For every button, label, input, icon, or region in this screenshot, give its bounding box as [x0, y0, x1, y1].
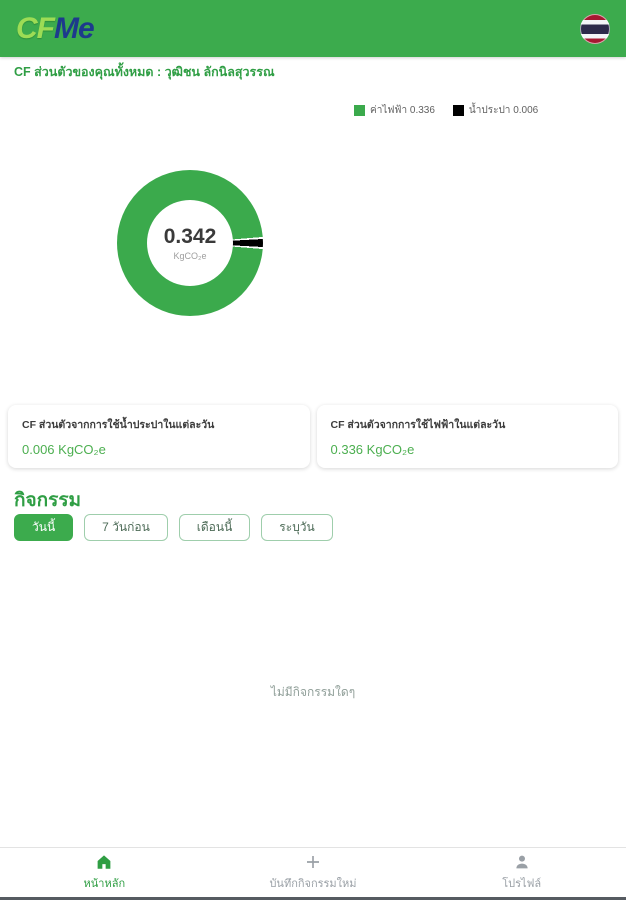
cfme-logo: CFMe — [16, 11, 95, 45]
donut-chart[interactable]: 0.342 KgCO₂e — [117, 170, 263, 316]
legend-item-water[interactable]: น้ำประปา 0.006 — [452, 103, 539, 118]
bottom-nav: หน้าหลัก บันทึกกิจกรรมใหม่ โปรไฟล์ — [0, 847, 626, 897]
nav-item-home[interactable]: หน้าหลัก — [0, 848, 209, 897]
legend-swatch-0 — [354, 105, 365, 116]
water-cf-card-value: 0.006 KgCO₂e — [22, 442, 106, 457]
screen-edge-bar — [0, 897, 626, 900]
water-cf-card-title: CF ส่วนตัวจากการใช้น้ำประปาในแต่ละวัน — [22, 419, 215, 431]
nav-label-home: หน้าหลัก — [83, 878, 126, 890]
legend-swatch-1 — [452, 105, 464, 116]
filter-button-last-7-days[interactable]: 7 วันก่อน — [84, 514, 168, 541]
activity-heading: กิจกรรม — [14, 490, 82, 511]
water-cf-card: CF ส่วนตัวจากการใช้น้ำประปาในแต่ละวัน 0.… — [8, 405, 310, 468]
logo-cf-text: CF — [16, 11, 55, 45]
electricity-cf-card-value: 0.336 KgCO₂e — [330, 442, 415, 457]
filter-button-pick-date[interactable]: ระบุวัน — [261, 514, 333, 541]
activity-empty-text: ไม่มีกิจกรรมใดๆ — [270, 685, 356, 699]
page-title: CF ส่วนตัวของคุณทั้งหมด : วุฒิชน ลักนิลส… — [14, 65, 275, 79]
filter-button-this-month[interactable]: เดือนนี้ — [178, 514, 251, 541]
logo-me-text: Me — [54, 11, 95, 45]
nav-label-profile: โปรไฟล์ — [502, 878, 542, 890]
app-header: CFMe — [0, 0, 626, 57]
home-icon — [95, 853, 113, 871]
nav-item-new-activity[interactable]: บันทึกกิจกรรมใหม่ — [209, 848, 418, 897]
legend-label-electricity: ค่าไฟฟ้า 0.336 — [370, 105, 435, 116]
activity-filters: วันนี้ 7 วันก่อน เดือนนี้ ระบุวัน — [14, 514, 333, 541]
legend-label-water: น้ำประปา 0.006 — [468, 105, 539, 116]
plus-icon — [304, 853, 322, 871]
legend-item-electricity[interactable]: ค่าไฟฟ้า 0.336 — [354, 103, 435, 118]
thai-flag-icon[interactable] — [580, 13, 610, 44]
profile-icon — [513, 853, 531, 871]
filter-button-today[interactable]: วันนี้ — [14, 514, 74, 541]
chart-center-value: 0.342 — [163, 225, 217, 248]
chart-center-unit: KgCO₂e — [173, 251, 207, 261]
chart-legend: ค่าไฟฟ้า 0.336 น้ำประปา 0.006 — [354, 103, 538, 118]
page-title-strip: CF ส่วนตัวของคุณทั้งหมด : วุฒิชน ลักนิลส… — [0, 57, 626, 87]
nav-item-profile[interactable]: โปรไฟล์ — [417, 848, 626, 897]
summary-cards: CF ส่วนตัวจากการใช้น้ำประปาในแต่ละวัน 0.… — [8, 405, 618, 468]
nav-label-new-activity: บันทึกกิจกรรมใหม่ — [269, 878, 357, 890]
donut-center: 0.342 KgCO₂e — [147, 200, 233, 286]
electricity-cf-card: CF ส่วนตัวจากการใช้ไฟฟ้าในแต่ละวัน 0.336… — [316, 405, 618, 468]
electricity-cf-card-title: CF ส่วนตัวจากการใช้ไฟฟ้าในแต่ละวัน — [330, 419, 506, 431]
